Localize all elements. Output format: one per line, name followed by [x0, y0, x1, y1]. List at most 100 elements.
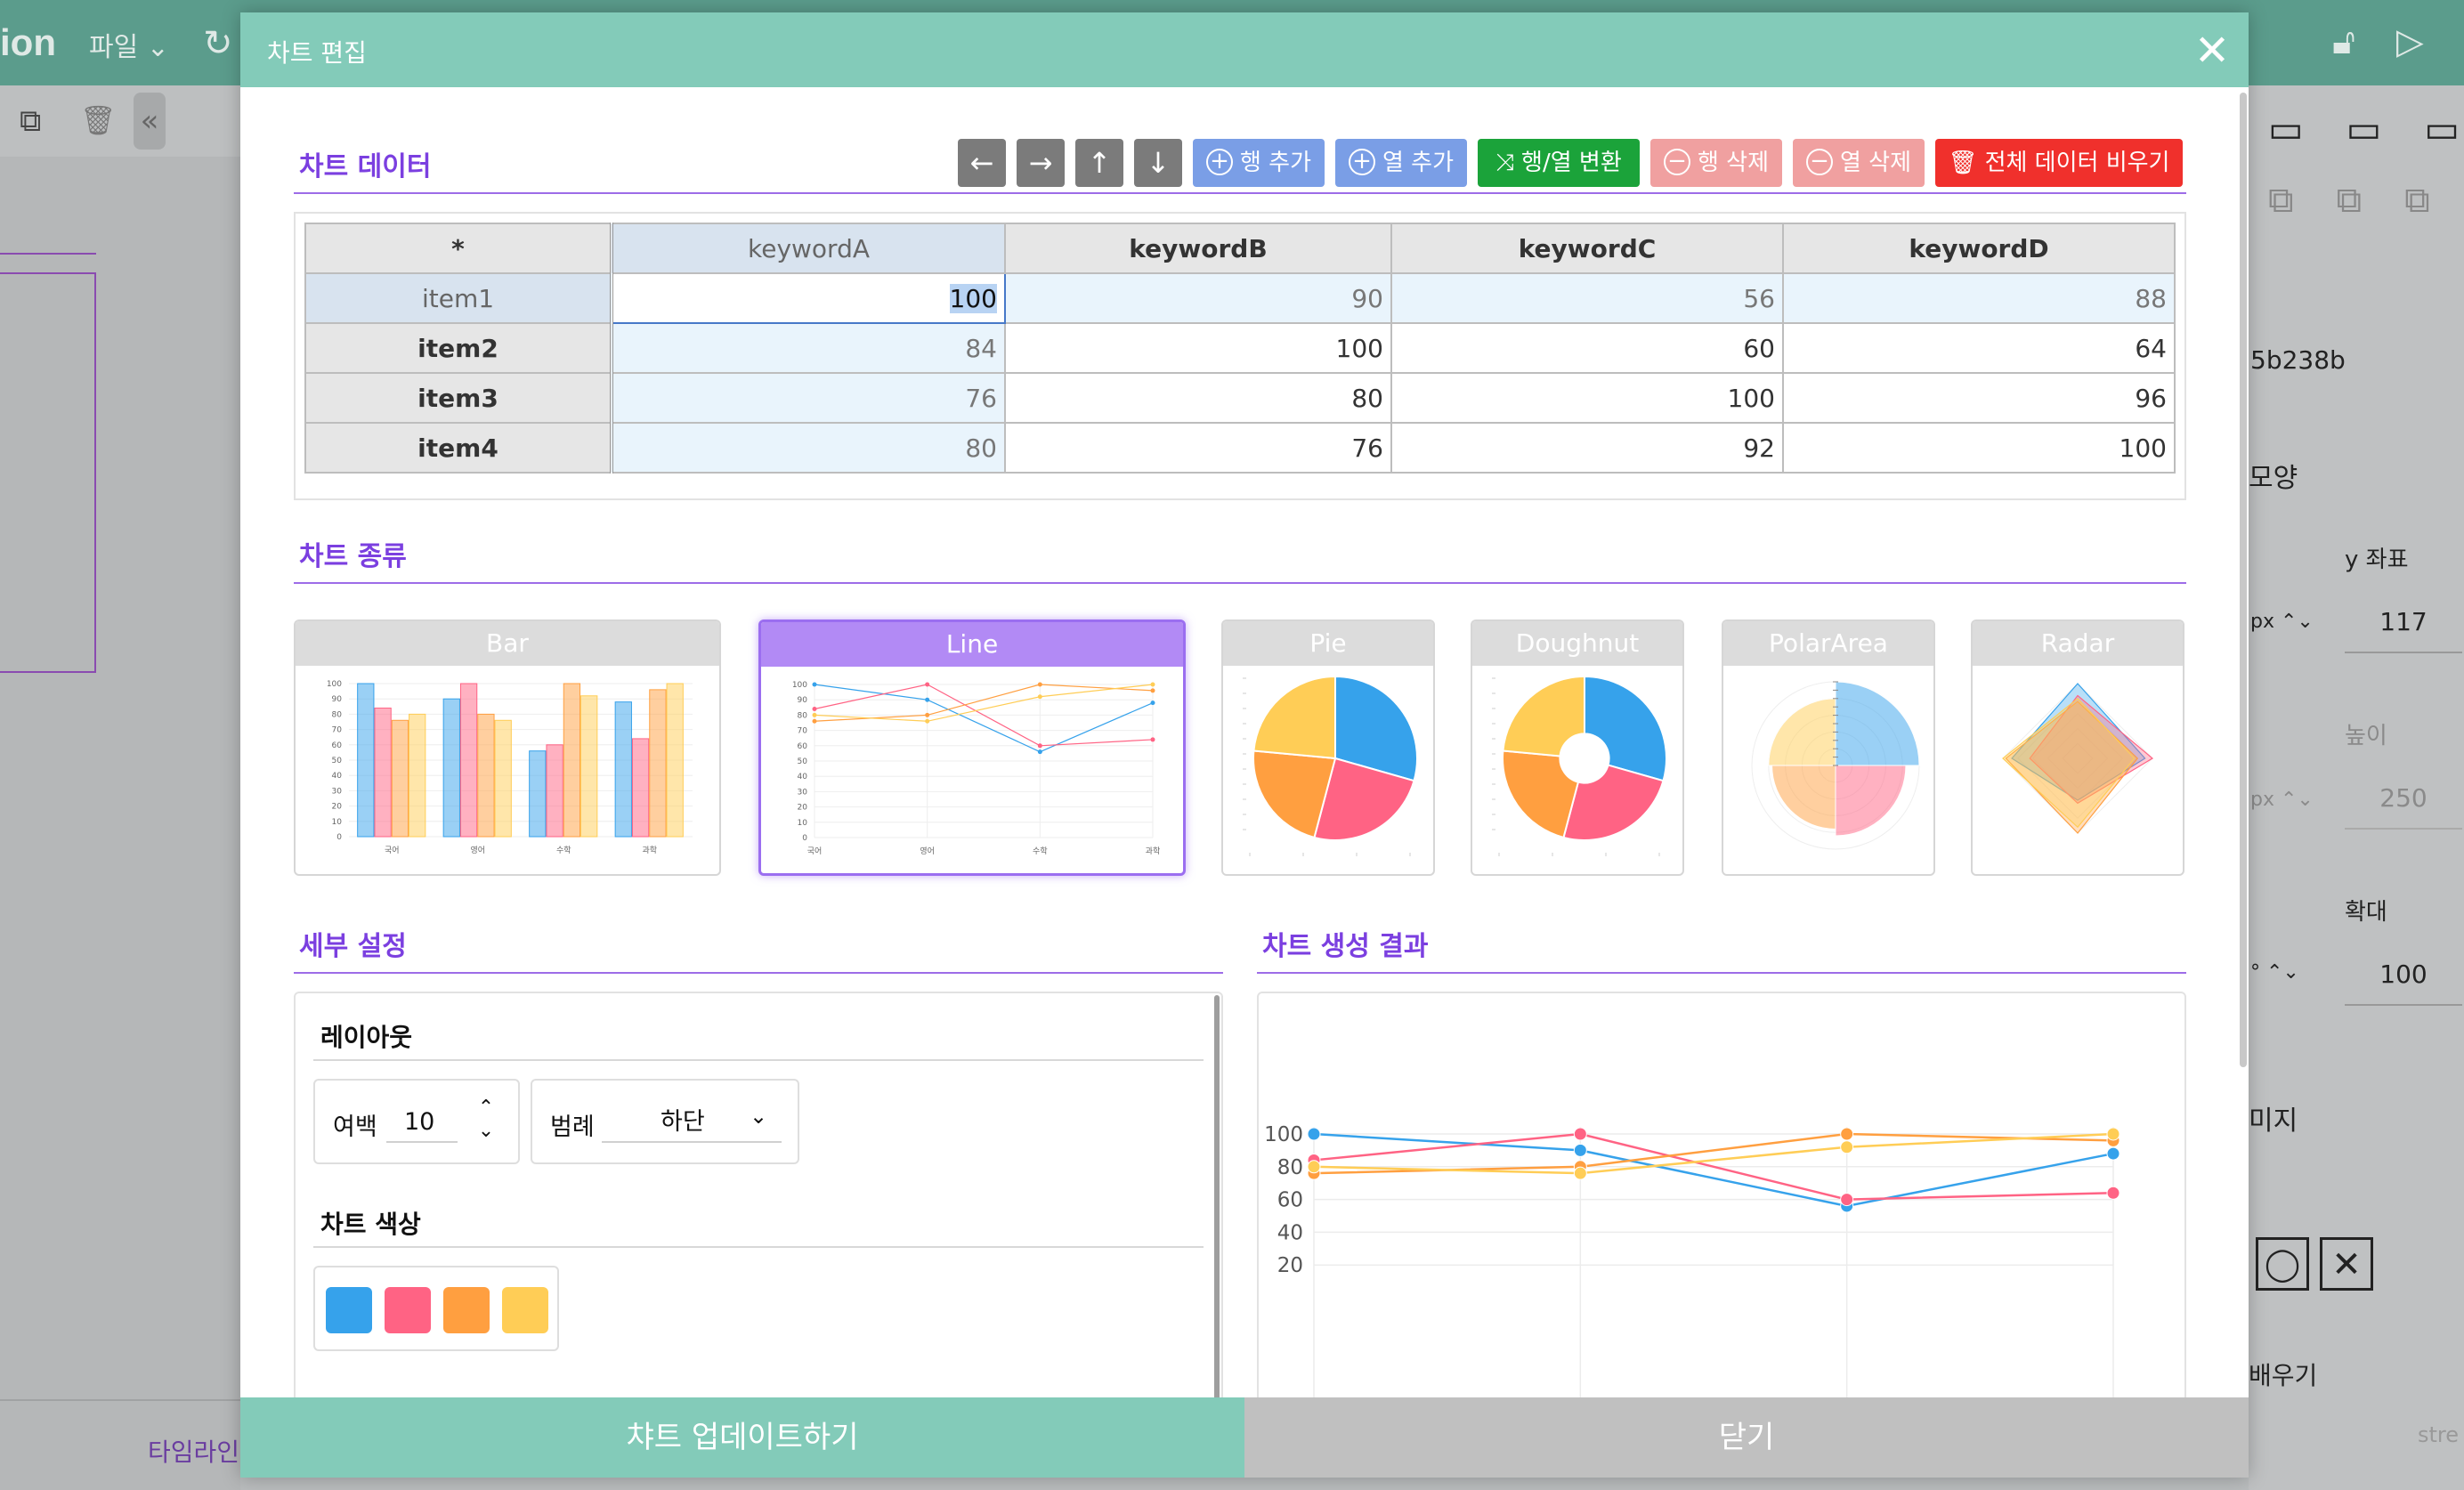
clear-all-button[interactable]: 🗑︎ 전체 데이터 비우기 [1935, 139, 2183, 187]
align-tools[interactable]: ▭▭▭ [2268, 107, 2460, 150]
trash-icon[interactable]: 🗑︎ [80, 103, 117, 137]
column-header[interactable]: keywordD [1782, 223, 2176, 274]
polararea-thumbnail [1751, 681, 1920, 850]
margin-stepper[interactable]: ⌃ ⌄ [477, 1097, 495, 1142]
table-cell[interactable]: 92 [1390, 422, 1784, 474]
minus-icon: − [1805, 148, 1833, 175]
file-menu[interactable]: 파일 ⌄ [89, 32, 169, 63]
chart-type-doughnut[interactable]: Doughnut [1471, 619, 1684, 876]
pie-thumbnail [1243, 675, 1418, 856]
preview-icon[interactable]: ▷ [2396, 21, 2424, 62]
timeline-panel [0, 1399, 240, 1490]
data-point [2106, 1146, 2120, 1161]
collapse-panel-button[interactable]: « [134, 93, 166, 150]
color-swatch[interactable] [443, 1287, 490, 1333]
data-point [1307, 1160, 1321, 1174]
table-cell[interactable]: 100 [611, 272, 1006, 324]
row-header[interactable]: item1 [304, 272, 613, 324]
transpose-button[interactable]: ⤨ 행/열 변환 [1478, 139, 1640, 187]
data-point [925, 718, 930, 724]
data-point [812, 718, 817, 724]
no-fill-icon[interactable]: ✕ [2320, 1237, 2373, 1291]
color-swatch[interactable] [502, 1287, 548, 1333]
y-coord-input[interactable]: 117 [2345, 591, 2462, 653]
left-panel [0, 85, 240, 1490]
data-point [812, 682, 817, 687]
close-modal-button[interactable]: 닫기 [1244, 1397, 2249, 1478]
corner-cell[interactable]: * [304, 223, 613, 274]
drop-icon[interactable]: ◯ [2256, 1237, 2309, 1291]
delete-row-button[interactable]: − 행 삭제 [1650, 139, 1782, 187]
chart-type-bar[interactable]: Bar 0 10 20 30 40 50 60 70 80 90 100 국어 영어 수학 과학 [294, 619, 721, 876]
data-point [1037, 694, 1042, 700]
group-tools[interactable]: ⧉⧉⧉ [2268, 180, 2464, 221]
move-right-button[interactable]: → [1017, 139, 1065, 187]
table-cell[interactable]: 56 [1390, 272, 1784, 324]
section-title-type: 차트 종류 [299, 541, 407, 572]
row-header[interactable]: item4 [304, 422, 613, 474]
pie-slice [1584, 675, 1667, 782]
tick-label: 90 [798, 696, 808, 705]
margin-label: 여백 [333, 1113, 377, 1141]
data-point [1150, 682, 1155, 687]
table-cell[interactable]: 76 [1004, 422, 1392, 474]
zoom-input[interactable]: 100 [2345, 943, 2462, 1006]
margin-field: 여백 10 ⌃ ⌄ [313, 1079, 520, 1164]
row-header[interactable]: item3 [304, 372, 613, 424]
column-header[interactable]: keywordA [611, 223, 1006, 274]
settings-scrollbar[interactable] [1214, 995, 1220, 1413]
add-col-button[interactable]: + 열 추가 [1335, 139, 1467, 187]
bar [666, 683, 684, 838]
table-cell[interactable]: 90 [1004, 272, 1392, 324]
chart-type-label: Radar [1973, 621, 2183, 666]
table-cell[interactable]: 80 [611, 422, 1006, 474]
height-input[interactable]: 250 [2345, 767, 2462, 830]
chart-type-line[interactable]: Line 0 10 20 30 40 50 60 70 80 90 100 국어 영어 수학 과학 [758, 619, 1186, 876]
data-table: * keywordA keywordB keywordC keywordD it… [304, 223, 2176, 474]
table-cell[interactable]: 96 [1782, 372, 2176, 424]
y-tick-label: 20 [1277, 1254, 1303, 1277]
table-cell[interactable]: 100 [1390, 372, 1784, 424]
column-header[interactable]: keywordC [1390, 223, 1784, 274]
column-header[interactable]: keywordB [1004, 223, 1392, 274]
table-cell[interactable]: 64 [1782, 322, 2176, 374]
tick-label: 50 [332, 757, 343, 765]
row-header[interactable]: item2 [304, 322, 613, 374]
bar [546, 744, 563, 838]
legend-select[interactable]: 하단 [602, 1102, 782, 1143]
tick-label: 0 [336, 833, 342, 842]
series-line [814, 684, 1154, 747]
chart-type-radar[interactable]: Radar [1971, 619, 2184, 876]
margin-input[interactable]: 10 [386, 1102, 458, 1143]
move-up-button[interactable]: ↑ [1075, 139, 1123, 187]
bar [614, 701, 632, 838]
color-swatch[interactable] [385, 1287, 431, 1333]
move-left-button[interactable]: ← [958, 139, 1006, 187]
copy-icon[interactable]: ⧉ [20, 103, 42, 139]
table-cell[interactable]: 80 [1004, 372, 1392, 424]
update-chart-button[interactable]: 챠트 업데이트하기 [240, 1397, 1244, 1478]
close-icon[interactable]: ✕ [2193, 26, 2231, 76]
delete-col-button[interactable]: − 열 삭제 [1793, 139, 1925, 187]
tick-label: 70 [332, 726, 343, 735]
fill-label: 배우기 [2249, 1361, 2318, 1390]
table-cell[interactable]: 84 [611, 322, 1006, 374]
modal-scrollbar[interactable] [2240, 93, 2247, 1067]
data-point [1307, 1127, 1321, 1141]
color-swatch[interactable] [326, 1287, 372, 1333]
move-down-button[interactable]: ↓ [1134, 139, 1182, 187]
table-cell[interactable]: 100 [1004, 322, 1392, 374]
table-cell[interactable]: 100 [1782, 422, 2176, 474]
polar-slice [1835, 765, 1907, 837]
timeline-label[interactable]: 타임라인 [148, 1437, 240, 1467]
table-cell[interactable]: 60 [1390, 322, 1784, 374]
chart-type-polararea[interactable]: PolarArea [1722, 619, 1935, 876]
add-row-button[interactable]: + 행 추가 [1193, 139, 1325, 187]
table-cell[interactable]: 88 [1782, 272, 2176, 324]
chart-type-pie[interactable]: Pie [1221, 619, 1435, 876]
chevron-down-icon[interactable]: ⌄ [750, 1104, 768, 1129]
undo-icon[interactable]: ↻ [203, 23, 233, 64]
table-cell[interactable]: 76 [611, 372, 1006, 424]
unlock-icon[interactable]: 🔓︎ [2332, 21, 2355, 62]
bar [357, 683, 375, 838]
